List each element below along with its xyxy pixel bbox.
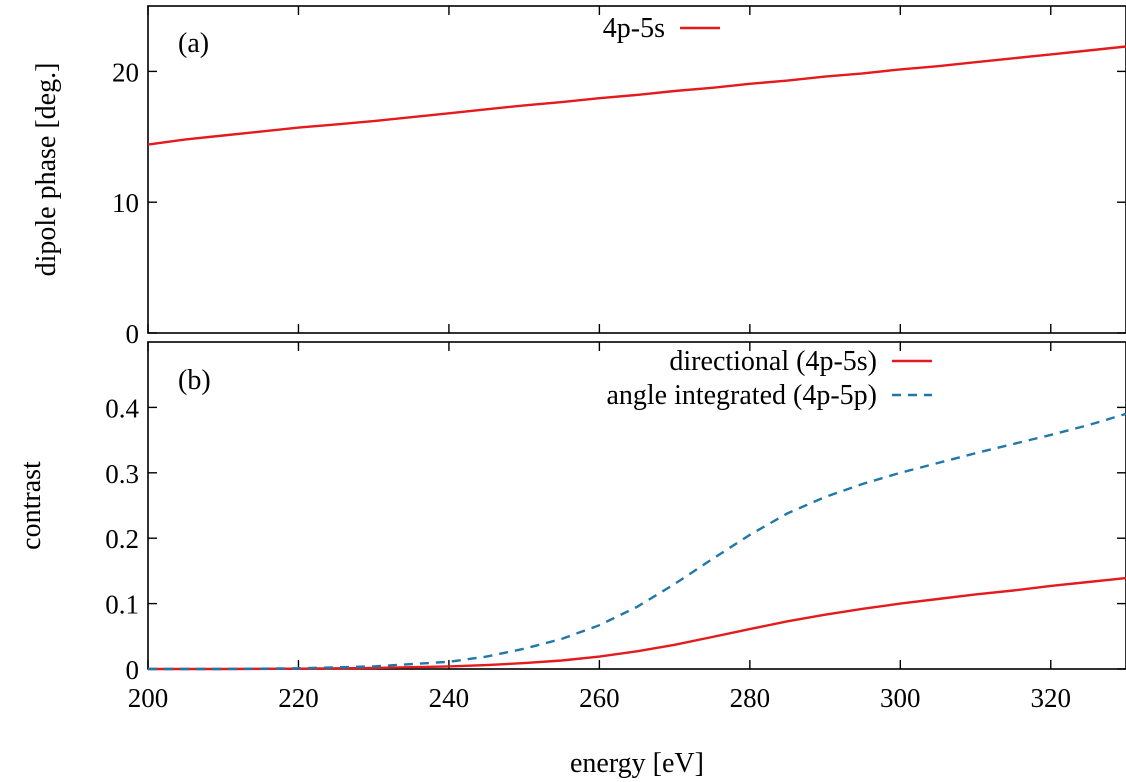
legend-label: 4p-5s [603,13,665,44]
panel-b: 0 0.1 0.2 0.3 0.4 200 220 240 260 280 300 320 contra… [16,341,1126,713]
y-tick-label: 0.2 [105,524,139,554]
x-tick-label: 280 [730,683,771,713]
series-line [148,412,1126,671]
y-tick-label: 0.1 [105,590,139,620]
y-tick-label: 0.4 [105,393,139,423]
y-tick-label: 20 [112,57,139,87]
y-axis-label: contrast [16,461,47,550]
x-tick-label: 300 [880,683,921,713]
x-tick-label: 220 [278,683,319,713]
plot-frame [147,5,1126,334]
y-tick-label: 0 [126,319,140,349]
x-tick-label: 260 [579,683,620,713]
plot-frame [147,341,1126,670]
panel-label: (a) [178,28,209,59]
y-tick-label: 0.3 [105,459,139,489]
x-tick-label: 240 [429,683,470,713]
series-line [148,576,1126,671]
y-tick-label: 10 [112,188,139,218]
series-line [147,45,1126,146]
x-axis-label: energy [eV] [570,748,704,779]
y-axis-label: dipole phase [deg.] [31,63,62,277]
legend-label: directional (4p-5s) [669,346,877,377]
x-tick-label: 320 [1031,683,1072,713]
y-tick-label: 0 [126,655,140,685]
panel-label: (b) [178,365,211,396]
legend-label: angle integrated (4p-5p) [606,380,877,411]
panel-a: 0 10 20 dipole phase [deg.] (a) 4p-5s [31,5,1126,349]
x-tick-label: 200 [128,683,169,713]
